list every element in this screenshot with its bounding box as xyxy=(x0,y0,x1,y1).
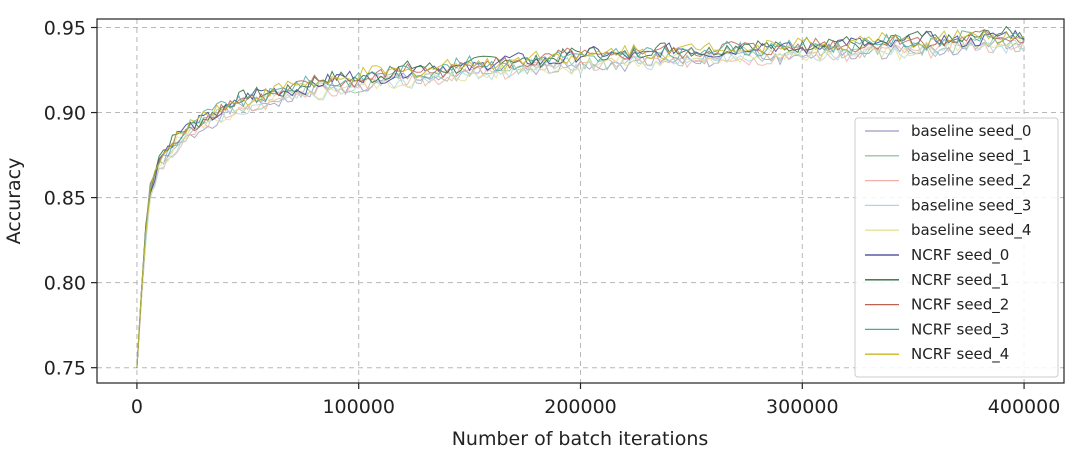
y-tick-label: 0.80 xyxy=(44,273,86,295)
legend-entry: baseline seed_1 xyxy=(911,147,1031,166)
y-tick-label: 0.85 xyxy=(44,188,86,210)
legend-entry: baseline seed_0 xyxy=(911,122,1031,141)
series-line xyxy=(136,29,1025,368)
x-tick-label: 400000 xyxy=(988,396,1061,418)
series-line xyxy=(136,37,1025,368)
legend-entry: NCRF seed_0 xyxy=(911,246,1009,265)
x-axis-label: Number of batch iterations xyxy=(452,428,709,450)
series-lines xyxy=(136,25,1025,368)
axis-ticks: 0 100000 200000 300000 400000 0.75 0.80 0.85 0.9… xyxy=(44,18,1061,418)
legend-entry: NCRF seed_2 xyxy=(911,296,1009,315)
x-tick-label: 100000 xyxy=(322,396,395,418)
legend-entry: baseline seed_3 xyxy=(911,196,1031,215)
legend-entry: baseline seed_2 xyxy=(911,172,1031,191)
legend-entry: NCRF seed_4 xyxy=(911,345,1009,364)
series-line xyxy=(136,29,1025,368)
legend-box xyxy=(854,117,1059,378)
y-axis-label: Accuracy xyxy=(3,158,25,245)
y-tick-label: 0.95 xyxy=(44,18,86,40)
legend-entry: NCRF seed_1 xyxy=(911,271,1009,290)
y-tick-label: 0.90 xyxy=(44,103,86,125)
y-tick-label: 0.75 xyxy=(44,358,86,380)
x-tick-label: 200000 xyxy=(544,396,617,418)
legend-entry: NCRF seed_3 xyxy=(911,320,1009,339)
x-tick-label: 300000 xyxy=(766,396,839,418)
legend-entry: baseline seed_4 xyxy=(911,221,1031,240)
x-tick-label: 0 xyxy=(131,396,143,418)
legend: baseline seed_0 baseline seed_1 baseline s… xyxy=(854,117,1059,378)
